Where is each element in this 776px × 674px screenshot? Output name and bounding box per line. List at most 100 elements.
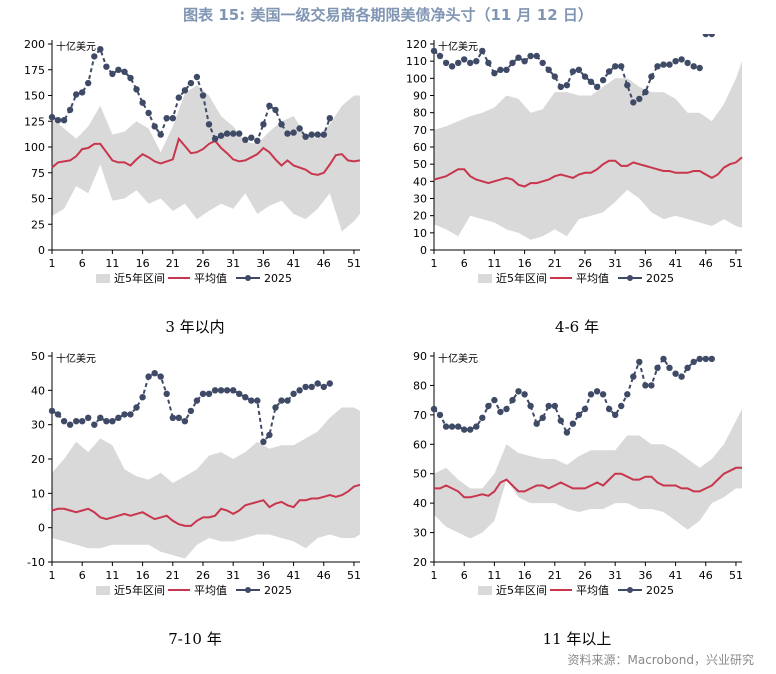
series-2025-point bbox=[187, 407, 195, 415]
series-2025-point bbox=[230, 387, 237, 394]
mean-line bbox=[434, 466, 742, 499]
series-2025-point bbox=[684, 364, 691, 371]
y-tick-label: 30 bbox=[413, 527, 427, 540]
series-2025-point bbox=[515, 388, 522, 395]
x-tick-label: 16 bbox=[518, 257, 532, 270]
series-2025-point bbox=[127, 74, 134, 82]
series-2025-point bbox=[296, 125, 303, 132]
series-2025-point bbox=[266, 431, 273, 439]
x-tick-label: 41 bbox=[287, 569, 301, 582]
legend-band-label: 近5年区间 bbox=[496, 271, 547, 285]
series-2025-point bbox=[320, 131, 327, 138]
series-2025-point bbox=[139, 394, 146, 401]
series-2025-point bbox=[702, 355, 709, 363]
series-2025-point bbox=[660, 61, 667, 68]
x-tick-label: 21 bbox=[166, 569, 180, 582]
series-2025-point bbox=[193, 397, 201, 404]
x-tick-label: 41 bbox=[669, 569, 683, 582]
y-tick-label: 0 bbox=[38, 244, 45, 257]
series-2025-point bbox=[284, 130, 291, 137]
y-tick-label: -10 bbox=[27, 556, 45, 569]
series-2025-point bbox=[242, 394, 249, 401]
x-tick-label: 21 bbox=[166, 257, 180, 270]
series-2025-point bbox=[266, 102, 273, 110]
series-2025-point bbox=[479, 47, 486, 55]
series-2025-point bbox=[127, 411, 134, 418]
series-2025-point bbox=[296, 387, 303, 394]
series-2025-point bbox=[539, 414, 546, 421]
series-2025-point bbox=[97, 46, 104, 53]
y-tick-label: 20 bbox=[413, 210, 427, 223]
x-tick-label: 46 bbox=[699, 257, 713, 270]
series-2025-point bbox=[91, 53, 98, 60]
series-2025-point bbox=[290, 390, 297, 397]
y-tick-label: 110 bbox=[406, 55, 427, 68]
series-2025-point bbox=[97, 414, 104, 421]
chart-panel-11y-plus: 20 30 40 50 60 70 80 90 1 6 11 16 21 26 31 36 41 46 51 十亿美元… bbox=[392, 346, 762, 631]
x-tick-label: 31 bbox=[226, 257, 240, 270]
series-2025-point bbox=[151, 123, 158, 130]
x-tick-label: 36 bbox=[638, 569, 652, 582]
y-tick-label: 40 bbox=[413, 175, 427, 188]
x-tick-label: 51 bbox=[347, 257, 361, 270]
series-2025-point bbox=[181, 87, 189, 94]
mean-line bbox=[51, 483, 361, 527]
y-tick-label: 200 bbox=[24, 38, 45, 51]
series-2025-point bbox=[314, 131, 321, 138]
legend-2025-marker bbox=[627, 275, 633, 281]
series-2025-point bbox=[290, 129, 297, 136]
series-2025-point bbox=[211, 387, 219, 394]
series-2025-point bbox=[145, 373, 152, 380]
series-2025-point bbox=[569, 68, 577, 75]
series-2025-point bbox=[314, 380, 321, 387]
series-2025-point bbox=[260, 438, 267, 445]
range-band bbox=[52, 407, 360, 559]
legend-band-swatch bbox=[478, 274, 492, 283]
series-2025-point bbox=[60, 117, 68, 124]
series-2025-point bbox=[308, 131, 315, 138]
y-tick-label: 90 bbox=[413, 350, 427, 363]
x-tick-label: 26 bbox=[578, 569, 592, 582]
x-tick-label: 46 bbox=[317, 569, 331, 582]
series-2025-point bbox=[442, 423, 450, 430]
series-2025-point bbox=[533, 52, 540, 60]
series-2025-point bbox=[509, 396, 516, 404]
series-2025-point bbox=[193, 73, 201, 81]
series-2025-point bbox=[618, 63, 625, 70]
series-2025-point bbox=[442, 59, 450, 67]
series-2025-point bbox=[612, 411, 619, 419]
y-tick-label: 30 bbox=[413, 193, 427, 206]
y-tick-label: 50 bbox=[31, 193, 45, 206]
x-tick-label: 1 bbox=[431, 257, 438, 270]
series-2025-point bbox=[73, 91, 80, 98]
series-2025-point bbox=[260, 121, 267, 128]
chart-caption: 3 年以内 bbox=[165, 318, 225, 336]
x-tick-label: 51 bbox=[729, 569, 743, 582]
series-2025-point bbox=[115, 66, 122, 73]
y-tick-label: 20 bbox=[31, 453, 45, 466]
series-2025-point bbox=[109, 418, 116, 425]
series-2025-point bbox=[557, 417, 564, 424]
series-2025-point bbox=[618, 402, 625, 410]
series-2025-point bbox=[563, 429, 571, 436]
series-2025-point bbox=[199, 92, 207, 99]
series-2025-point bbox=[254, 397, 261, 404]
x-tick-label: 1 bbox=[49, 257, 56, 270]
unit-label: 十亿美元 bbox=[438, 40, 478, 53]
x-tick-label: 11 bbox=[105, 569, 119, 582]
legend-band-swatch bbox=[96, 586, 110, 595]
series-2025-point bbox=[308, 383, 315, 391]
y-tick-label: 50 bbox=[413, 158, 427, 171]
series-2025-point bbox=[121, 411, 128, 418]
y-tick-label: 80 bbox=[413, 379, 427, 392]
series-2025-point bbox=[672, 370, 679, 377]
series-2025-point bbox=[223, 387, 231, 394]
x-tick-label: 21 bbox=[548, 257, 562, 270]
series-2025-point bbox=[581, 405, 589, 413]
series-2025-point bbox=[636, 358, 643, 366]
legend-band-label: 近5年区间 bbox=[114, 583, 165, 597]
series-2025-point bbox=[605, 405, 613, 413]
series-2025-point bbox=[436, 52, 444, 60]
series-2025-point bbox=[593, 83, 601, 91]
